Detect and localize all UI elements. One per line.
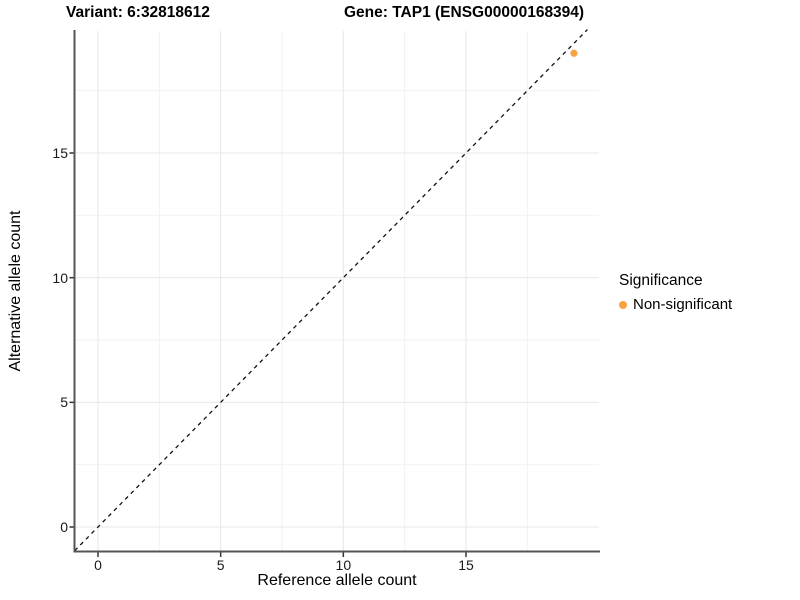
data-point [570,49,578,57]
legend-point-icon [619,300,627,309]
legend-title: Significance [619,272,703,289]
y-tick-label: 5 [60,394,68,411]
x-tick-label: 0 [94,557,102,573]
y-tick-label: 15 [52,145,68,161]
legend-item: Non-significant [619,296,732,313]
variant-title: Variant: 6:32818612 [66,4,210,21]
legend: Significance Non-significant [619,272,732,313]
identity-line [74,29,588,552]
y-tick-label: 10 [52,269,68,286]
x-tick-label: 5 [216,557,225,573]
x-tick-label: 15 [458,557,474,573]
x-axis-title: Reference allele count [257,572,417,589]
y-axis-title: Alternative allele count [7,210,24,372]
legend-item-label: Non-significant [633,296,733,313]
legend-items: Non-significant [619,296,732,313]
x-tick-label: 10 [335,557,352,573]
gene-title: Gene: TAP1 (ENSG00000168394) [344,4,585,21]
y-tick-label: 0 [60,519,68,535]
